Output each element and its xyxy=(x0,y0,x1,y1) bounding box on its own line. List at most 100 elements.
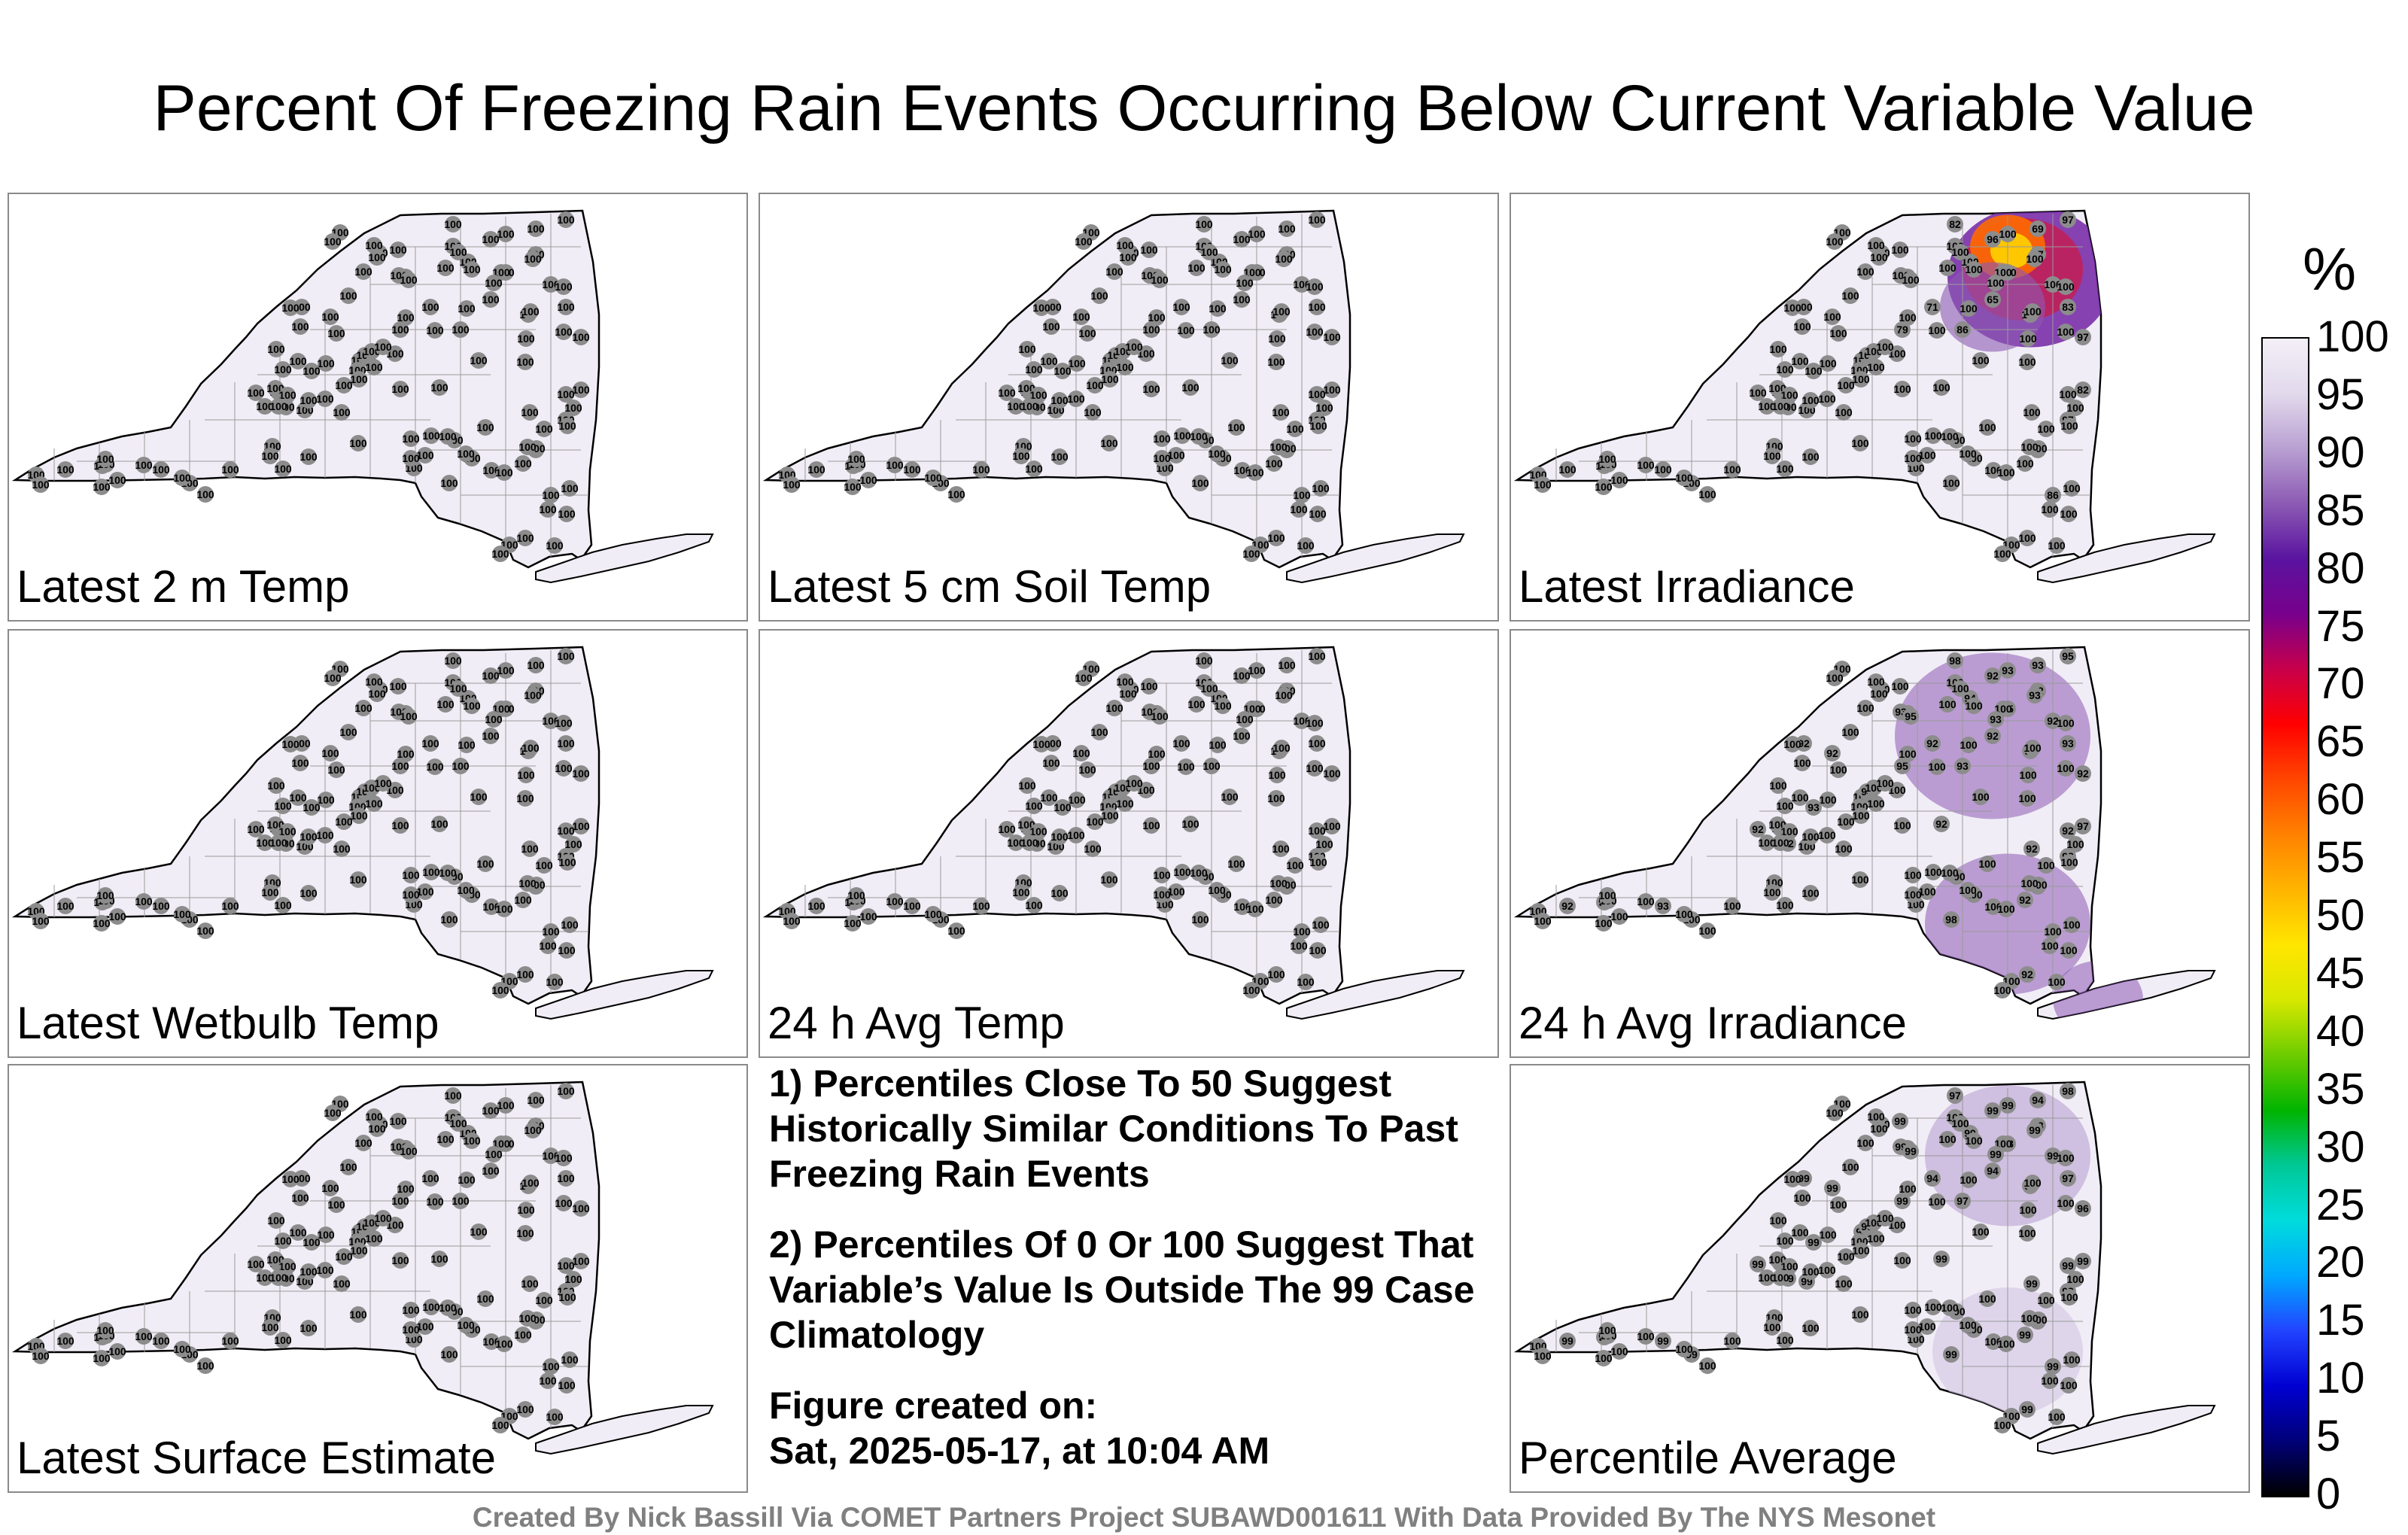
station-value: 100 xyxy=(1763,886,1781,898)
station-marker xyxy=(1952,1115,1969,1132)
station-value: 100 xyxy=(1050,394,1069,406)
station-marker xyxy=(1215,698,1231,714)
station-marker xyxy=(464,261,480,278)
station-value: 100 xyxy=(1125,777,1143,789)
station-marker xyxy=(392,817,409,834)
station-value: 100 xyxy=(1084,406,1102,418)
station-value: 92 xyxy=(2019,894,2031,906)
stations: 9892939594959292929893929392959798100100… xyxy=(1529,648,2091,999)
station-value: 93 xyxy=(2032,659,2044,671)
station-marker xyxy=(1190,865,1207,881)
station-marker xyxy=(543,1358,559,1375)
station-marker xyxy=(536,421,552,437)
station-value: 100 xyxy=(1323,820,1341,832)
station-value: 100 xyxy=(421,301,439,313)
station-marker xyxy=(1802,392,1819,409)
station-value: 100 xyxy=(1637,895,1655,907)
station-value: 100 xyxy=(1888,1219,1906,1231)
station-value: 100 xyxy=(2020,1312,2039,1324)
station-marker xyxy=(464,1132,480,1149)
station-value: 100 xyxy=(426,324,444,336)
station-marker xyxy=(1819,827,1835,843)
station-value: 100 xyxy=(1818,393,1836,405)
station-marker xyxy=(565,1271,582,1287)
station-marker xyxy=(1889,782,1905,798)
station-marker xyxy=(1924,299,1941,315)
station-value: 100 xyxy=(1959,448,1977,460)
station-value: 92 xyxy=(1987,670,1999,682)
station-marker xyxy=(522,740,539,756)
station-marker xyxy=(262,1319,278,1336)
station-marker xyxy=(300,1320,317,1336)
station-value: 100 xyxy=(449,246,467,258)
station-value: 100 xyxy=(1960,739,1978,751)
station-marker xyxy=(375,339,391,355)
station-marker xyxy=(279,1258,296,1275)
station-marker xyxy=(1924,1170,1941,1187)
station-marker xyxy=(948,923,965,939)
station-marker xyxy=(2045,487,2061,503)
station-value: 100 xyxy=(2020,877,2039,889)
station-marker xyxy=(517,790,534,807)
station-marker xyxy=(524,687,541,704)
station-marker xyxy=(431,1251,448,1267)
station-value: 100 xyxy=(1078,327,1096,339)
station-value: 100 xyxy=(256,400,274,412)
station-value: 100 xyxy=(1007,837,1025,849)
station-value: 100 xyxy=(1116,676,1134,688)
station-marker xyxy=(390,678,406,695)
station-marker xyxy=(1759,1269,1775,1286)
station-marker xyxy=(1291,501,1307,518)
station-marker xyxy=(257,1269,273,1286)
station-marker xyxy=(328,325,345,342)
station-value: 100 xyxy=(535,859,553,871)
station-value: 100 xyxy=(196,1360,214,1372)
station-value: 100 xyxy=(1984,464,2002,476)
station-marker xyxy=(1272,404,1289,421)
station-marker xyxy=(1794,318,1811,335)
station-value: 100 xyxy=(1209,302,1227,315)
state-outline xyxy=(762,209,1351,569)
station-value: 100 xyxy=(349,437,367,449)
station-marker xyxy=(1902,1143,1919,1160)
station-value: 100 xyxy=(1137,348,1155,360)
station-value: 100 xyxy=(1312,482,1330,494)
station-marker xyxy=(300,448,317,465)
station-value: 100 xyxy=(458,739,476,751)
station-marker xyxy=(1802,828,1819,845)
station-marker xyxy=(2045,1147,2061,1164)
station-marker xyxy=(1203,758,1220,774)
station-marker xyxy=(248,821,264,837)
station-value: 100 xyxy=(1793,321,1811,333)
station-marker xyxy=(336,1248,352,1265)
station-value: 99 xyxy=(2026,1278,2038,1290)
station-marker xyxy=(351,807,367,824)
station-marker xyxy=(350,1306,366,1323)
station-value: 100 xyxy=(261,886,279,898)
station-marker xyxy=(97,1322,114,1339)
station-marker xyxy=(2060,648,2076,664)
station-value: 100 xyxy=(516,792,534,804)
station-value: 100 xyxy=(1068,357,1086,369)
station-marker xyxy=(1173,735,1190,752)
station-marker xyxy=(452,758,469,774)
station-marker xyxy=(275,798,291,814)
station-marker xyxy=(1960,445,1976,462)
station-marker xyxy=(1148,746,1165,762)
station-value: 100 xyxy=(1105,702,1123,714)
station-value: 100 xyxy=(152,1335,170,1347)
station-value: 100 xyxy=(440,913,458,926)
station-marker xyxy=(1233,728,1250,744)
station-marker xyxy=(1148,309,1165,326)
station-value: 100 xyxy=(1278,659,1296,671)
colorbar-tick: 65 xyxy=(2316,717,2365,767)
station-value: 100 xyxy=(416,449,434,461)
station-value: 100 xyxy=(524,253,542,265)
station-value: 100 xyxy=(1698,925,1716,937)
station-marker xyxy=(267,380,284,397)
station-value: 100 xyxy=(1267,968,1285,980)
station-value: 100 xyxy=(32,479,50,491)
station-marker xyxy=(1868,795,1884,812)
station-value: 100 xyxy=(972,900,990,912)
station-marker xyxy=(482,291,499,308)
